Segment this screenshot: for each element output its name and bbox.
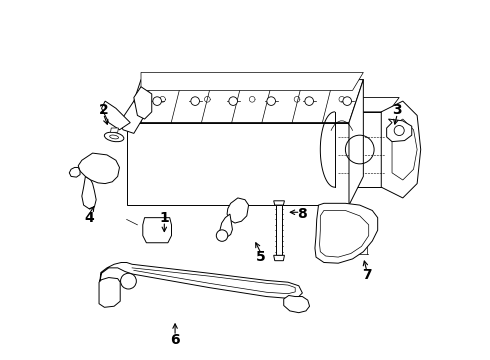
Polygon shape: [381, 101, 421, 198]
Circle shape: [267, 97, 275, 105]
Polygon shape: [335, 98, 399, 112]
Polygon shape: [126, 123, 349, 205]
Polygon shape: [82, 176, 96, 209]
Polygon shape: [120, 101, 145, 134]
Circle shape: [305, 97, 314, 105]
Polygon shape: [335, 112, 389, 187]
Circle shape: [394, 126, 404, 135]
Polygon shape: [387, 119, 412, 141]
Ellipse shape: [110, 135, 119, 139]
Polygon shape: [315, 203, 378, 263]
Text: 1: 1: [159, 211, 169, 225]
Circle shape: [153, 97, 161, 105]
Polygon shape: [276, 205, 282, 255]
Polygon shape: [143, 218, 172, 243]
Polygon shape: [69, 167, 80, 177]
Polygon shape: [284, 296, 310, 313]
Polygon shape: [349, 80, 364, 205]
Polygon shape: [319, 211, 368, 257]
Polygon shape: [141, 72, 364, 90]
Polygon shape: [100, 262, 302, 298]
Polygon shape: [392, 119, 417, 180]
Text: 2: 2: [98, 103, 108, 117]
Circle shape: [216, 230, 228, 241]
Polygon shape: [134, 87, 152, 119]
Text: 6: 6: [170, 333, 180, 347]
Circle shape: [343, 97, 351, 105]
Text: 5: 5: [256, 250, 266, 264]
Circle shape: [191, 97, 199, 105]
Circle shape: [229, 97, 238, 105]
Polygon shape: [274, 255, 285, 261]
Polygon shape: [220, 214, 232, 237]
Circle shape: [121, 273, 136, 289]
Polygon shape: [99, 278, 120, 307]
Ellipse shape: [104, 132, 124, 142]
Text: 7: 7: [362, 268, 372, 282]
Text: 4: 4: [84, 211, 94, 225]
Polygon shape: [274, 201, 285, 205]
Polygon shape: [126, 80, 364, 123]
Text: 3: 3: [392, 103, 402, 117]
Text: 8: 8: [297, 207, 307, 221]
Polygon shape: [78, 153, 120, 184]
Polygon shape: [101, 101, 130, 130]
Polygon shape: [111, 128, 119, 132]
Polygon shape: [227, 198, 248, 223]
